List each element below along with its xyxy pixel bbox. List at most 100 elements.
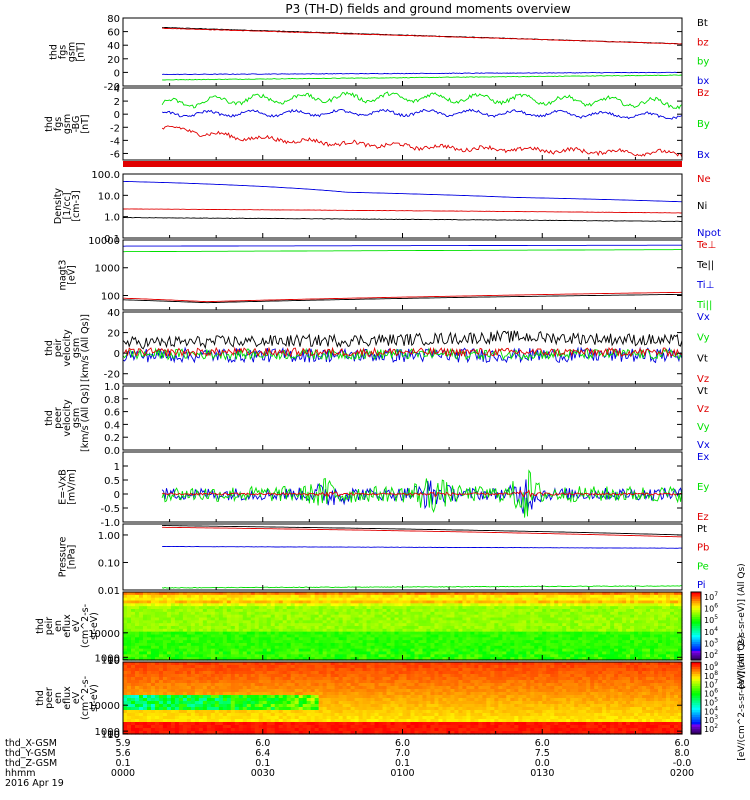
heatmap-cell xyxy=(614,634,619,638)
heatmap-cell xyxy=(526,668,531,672)
heatmap-cell xyxy=(554,651,559,655)
heatmap-cell xyxy=(506,614,511,619)
heatmap-cell xyxy=(470,623,475,627)
heatmap-cell xyxy=(214,645,220,650)
heatmap-cell xyxy=(370,620,376,624)
heatmap-cell xyxy=(178,592,184,596)
heatmap-cell xyxy=(158,617,164,621)
heatmap-cell xyxy=(418,597,424,602)
heatmap-cell xyxy=(150,643,156,647)
heatmap-cell xyxy=(426,654,432,658)
y-tick-label: -2 xyxy=(110,123,120,134)
heatmap-cell xyxy=(518,617,523,621)
heatmap-cell xyxy=(158,651,164,655)
heatmap-cell xyxy=(594,623,599,627)
heatmap-cell xyxy=(186,620,192,624)
heatmap-cell xyxy=(374,674,380,678)
heatmap-cell xyxy=(410,662,416,666)
heatmap-cell xyxy=(674,628,679,633)
heatmap-cell xyxy=(606,671,611,675)
heatmap-cell xyxy=(594,680,599,684)
heatmap-cell xyxy=(670,668,675,672)
heatmap-cell xyxy=(230,609,236,613)
heatmap-cell xyxy=(618,665,623,669)
heatmap-cell xyxy=(326,609,332,613)
y-axis-label: gsm xyxy=(62,114,73,134)
heatmap-cell xyxy=(362,592,368,596)
heatmap-cell xyxy=(318,677,324,681)
heatmap-cell xyxy=(302,657,308,661)
heatmap-cell xyxy=(646,677,651,681)
heatmap-cell xyxy=(570,657,575,661)
heatmap-cell xyxy=(482,628,487,633)
heatmap-cell xyxy=(394,665,400,669)
heatmap-cell xyxy=(190,611,196,616)
heatmap-cell xyxy=(130,637,136,641)
heatmap-cell xyxy=(630,609,635,613)
heatmap-cell xyxy=(466,626,471,630)
heatmap-cell xyxy=(318,683,324,687)
heatmap-cell xyxy=(354,600,360,604)
heatmap-cell xyxy=(162,648,168,653)
heatmap-cell xyxy=(318,623,324,627)
legend-label: Pt xyxy=(697,524,707,535)
heatmap-cell xyxy=(590,654,595,658)
heatmap-cell xyxy=(366,592,372,596)
heatmap-cell xyxy=(226,674,232,678)
heatmap-cell xyxy=(598,662,603,666)
heatmap-cell xyxy=(642,606,647,610)
heatmap-cell xyxy=(138,631,144,636)
heatmap-cell xyxy=(266,643,272,647)
heatmap-cell xyxy=(434,628,440,633)
heatmap-cell xyxy=(202,668,208,672)
heatmap-cell xyxy=(358,654,364,658)
heatmap-cell xyxy=(562,603,567,607)
heatmap-cell xyxy=(410,680,416,684)
heatmap-cell xyxy=(126,651,132,655)
heatmap-cell xyxy=(630,651,635,655)
heatmap-cell xyxy=(462,603,467,607)
heatmap-cell xyxy=(518,600,523,604)
heatmap-cell xyxy=(206,677,212,681)
heatmap-cell xyxy=(198,626,204,630)
heatmap-cell xyxy=(546,668,551,672)
heatmap-cell xyxy=(434,637,440,641)
heatmap-cell xyxy=(198,597,204,602)
heatmap-cell xyxy=(654,640,659,644)
heatmap-cell xyxy=(190,683,196,687)
heatmap-cell xyxy=(146,651,152,655)
heatmap-cell xyxy=(426,594,432,599)
y-tick-label: -4 xyxy=(110,136,120,147)
heatmap-cell xyxy=(534,680,539,684)
heatmap-cell xyxy=(342,651,348,655)
heatmap-cell xyxy=(470,668,475,672)
heatmap-cell xyxy=(606,611,611,616)
heatmap-cell xyxy=(534,686,539,690)
heatmap-cell xyxy=(306,626,312,630)
heatmap-cell xyxy=(626,637,631,641)
heatmap-cell xyxy=(306,645,312,650)
heatmap-cell xyxy=(286,648,292,653)
heatmap-cell xyxy=(666,677,671,681)
heatmap-cell xyxy=(310,665,316,669)
heatmap-cell xyxy=(386,640,392,644)
heatmap-cell xyxy=(206,617,212,621)
heatmap-cell xyxy=(658,592,663,596)
heatmap-cell xyxy=(138,609,144,613)
heatmap-cell xyxy=(386,603,392,607)
heatmap-cell xyxy=(378,640,384,644)
heatmap-cell xyxy=(366,654,372,658)
heatmap-cell xyxy=(442,611,448,616)
heatmap-cell xyxy=(262,603,268,607)
heatmap-cell xyxy=(426,648,432,653)
heatmap-cell xyxy=(358,648,364,653)
heatmap-cell xyxy=(610,674,615,678)
legend-label: Pe xyxy=(697,561,709,572)
heatmap-cell xyxy=(326,645,332,650)
heatmap-cell xyxy=(166,645,172,650)
heatmap-cell xyxy=(622,640,627,644)
heatmap-cell xyxy=(162,686,168,690)
